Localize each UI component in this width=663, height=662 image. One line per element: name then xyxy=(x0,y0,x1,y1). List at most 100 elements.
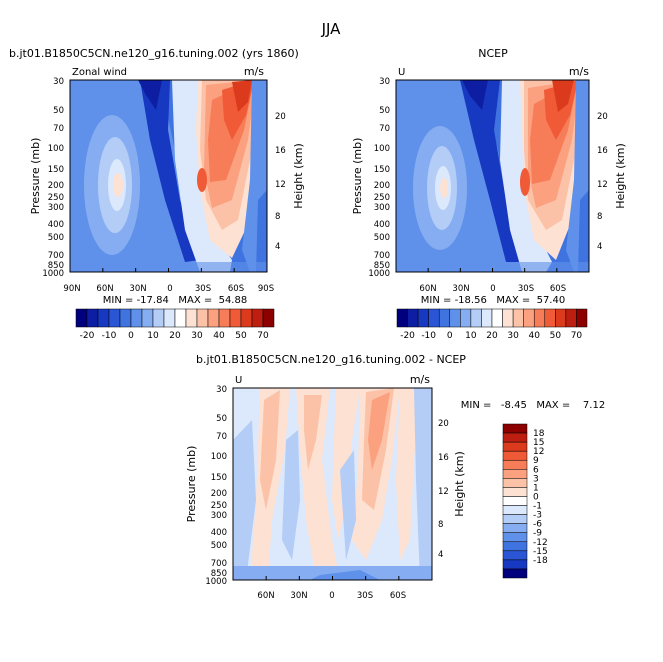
xtick: 60N xyxy=(96,284,113,294)
panel-model-xticks: 90N 60N 30N 0 30S 60S 90S xyxy=(63,284,274,294)
ytick: 300 xyxy=(211,511,227,521)
colorbar-swatch xyxy=(262,308,275,328)
ytick: 400 xyxy=(374,220,390,230)
ytick: 400 xyxy=(211,528,227,538)
panel-diff-y2ticks: 20 16 12 8 4 xyxy=(438,419,449,560)
xtick: 90N xyxy=(63,284,80,294)
xtick: 60N xyxy=(257,591,274,601)
colorbar-label: 3 xyxy=(533,474,539,484)
xtick: 60S xyxy=(390,591,406,601)
y2tick: 8 xyxy=(438,520,443,530)
ytick: 30 xyxy=(53,77,64,87)
xtick: 30N xyxy=(129,284,146,294)
colorbar-label: 0 xyxy=(447,331,453,341)
colorbar-label: -15 xyxy=(533,547,548,557)
panel-ncep-y2label: Height (km) xyxy=(614,143,627,209)
colorbar-swatch xyxy=(218,308,231,328)
colorbar-label: -20 xyxy=(400,331,415,341)
axis-ticks xyxy=(232,576,433,580)
colorbar-swatch xyxy=(119,308,132,328)
ytick: 500 xyxy=(48,233,64,243)
colorbar-label: -18 xyxy=(533,556,548,566)
panel-diff-ylabel: Pressure (mb) xyxy=(185,446,198,523)
panel-diff: b.jt01.B1850C5CN.ne120_g16.tuning.002 - … xyxy=(185,353,605,601)
ytick: 700 xyxy=(48,251,64,261)
panel-diff-yticks: 30 50 70 100 150 200 250 300 400 500 700… xyxy=(205,385,227,587)
colorbar-swatch xyxy=(502,550,528,561)
y2tick: 12 xyxy=(597,180,608,190)
colorbar-swatch xyxy=(502,514,528,524)
colorbar-label: -6 xyxy=(533,520,542,530)
colorbar-label: -3 xyxy=(533,511,542,521)
colorbar-swatch xyxy=(502,505,528,515)
colorbar-swatch xyxy=(502,487,528,497)
xtick: 90S xyxy=(258,284,274,294)
ytick: 250 xyxy=(211,501,227,511)
ytick: 100 xyxy=(211,452,227,462)
xtick: 30S xyxy=(195,284,211,294)
colorbar-swatch xyxy=(97,308,110,328)
colorbar-label: 0 xyxy=(533,492,539,502)
panel-diff-y2label: Height (km) xyxy=(453,451,466,517)
colorbar-label: 30 xyxy=(191,331,203,341)
panel-diff-units: m/s xyxy=(410,373,430,386)
colorbar-swatch xyxy=(460,308,472,328)
panel-ncep-units: m/s xyxy=(569,65,589,78)
panel-diff-left-label: U xyxy=(235,375,242,386)
colorbar-swatch xyxy=(502,496,528,506)
y2tick: 4 xyxy=(597,242,602,252)
colorbar-swatch xyxy=(174,308,187,328)
colorbar-swatch xyxy=(565,308,577,328)
ytick: 300 xyxy=(48,203,64,213)
panel-diff-title: b.jt01.B1850C5CN.ne120_g16.tuning.002 - … xyxy=(196,353,466,366)
colorbar-label: 12 xyxy=(533,447,544,457)
colorbar-label: 50 xyxy=(235,331,247,341)
colorbar-swatch xyxy=(130,308,143,328)
colorbar-swatch xyxy=(502,308,514,328)
colorbar-swatch xyxy=(407,308,419,328)
colorbar-swatch xyxy=(502,450,528,461)
ytick: 70 xyxy=(216,432,227,442)
panel-ncep: NCEP U m/s 30 50 70 xyxy=(351,47,627,306)
axis-ticks xyxy=(395,268,590,272)
colorbar-label: 9 xyxy=(533,456,539,466)
colorbar-swatch xyxy=(152,308,165,328)
colorbar-swatch xyxy=(502,523,528,533)
colorbar-swatch xyxy=(240,308,253,328)
colorbar-swatch xyxy=(544,308,556,328)
colorbar-swatch xyxy=(163,308,176,328)
ytick: 400 xyxy=(48,220,64,230)
panel-ncep-y2ticks: 20 16 12 8 4 xyxy=(597,112,608,252)
xtick: 60S xyxy=(550,284,566,294)
panel-model-ylabel: Pressure (mb) xyxy=(29,138,42,215)
colorbar-label: 10 xyxy=(147,331,159,341)
colorbar-swatch xyxy=(428,308,440,328)
colorbar-swatch xyxy=(533,308,546,328)
panel-model-field xyxy=(70,80,267,272)
colorbar-swatch xyxy=(417,308,429,328)
ytick: 250 xyxy=(48,193,64,203)
panel-ncep-xticks: 60N 30N 0 30S 60S xyxy=(419,284,566,294)
ytick: 30 xyxy=(379,77,390,87)
ytick: 850 xyxy=(48,261,64,271)
colorbar-label: -20 xyxy=(80,331,95,341)
colorbar-swatch xyxy=(502,478,528,488)
panel-ncep-stats: MIN = -18.56 MAX = 57.40 xyxy=(421,295,565,306)
colorbar-label: 30 xyxy=(507,331,519,341)
colorbar-swatch xyxy=(185,308,198,328)
colorbar-label: 40 xyxy=(213,331,225,341)
colorbar-label: 40 xyxy=(528,331,540,341)
colorbar-swatch xyxy=(491,308,503,328)
y2tick: 16 xyxy=(438,453,449,463)
colorbar-swatch xyxy=(438,308,451,328)
y2tick: 12 xyxy=(438,487,449,497)
y2tick: 4 xyxy=(275,242,280,252)
colorbar-swatch xyxy=(502,568,528,579)
xtick: 30N xyxy=(452,284,469,294)
colorbar-label: -10 xyxy=(102,331,117,341)
ytick: 70 xyxy=(53,124,64,134)
y2tick: 20 xyxy=(597,112,608,122)
xtick: 0 xyxy=(167,284,172,294)
colorbar-label: 20 xyxy=(169,331,181,341)
